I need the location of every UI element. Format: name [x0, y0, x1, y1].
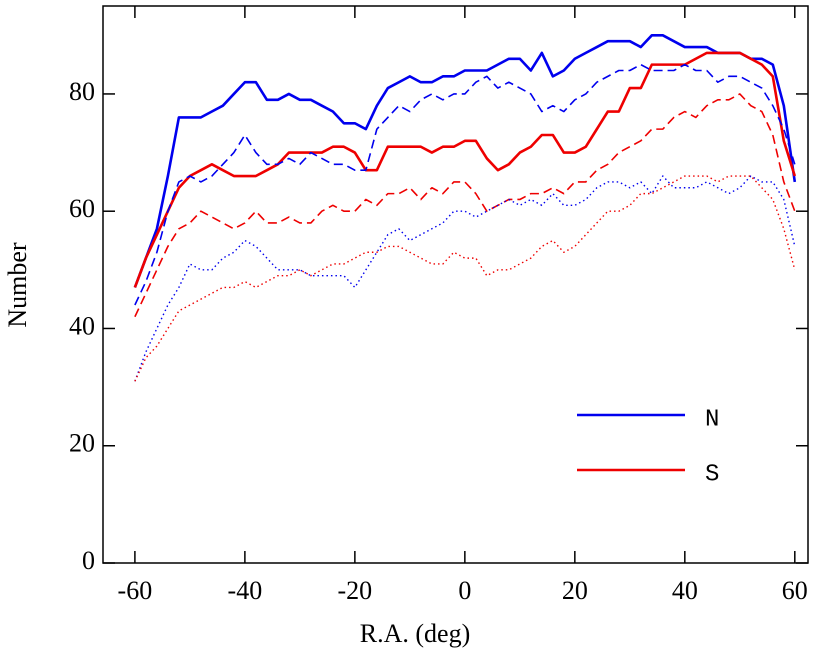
- y-tick-label: 0: [82, 546, 95, 575]
- series-line: [133, 34, 797, 288]
- y-axis-label: Number: [3, 242, 32, 328]
- plot-frame: [102, 5, 809, 564]
- y-tick-label: 20: [69, 429, 95, 458]
- x-tick-label: 20: [562, 576, 588, 605]
- x-tick-label: 60: [782, 576, 808, 605]
- x-tick-label: -40: [228, 576, 263, 605]
- x-tick-label: 0: [458, 576, 471, 605]
- y-tick-label: 40: [69, 311, 95, 340]
- series-line: [134, 63, 796, 306]
- legend-label: N: [705, 406, 719, 433]
- x-axis-label: R.A. (deg): [360, 619, 470, 648]
- y-tick-label: 80: [69, 77, 95, 106]
- series-line: [134, 175, 796, 382]
- series-line: [134, 175, 796, 382]
- series-line: [133, 51, 797, 288]
- x-tick-label: -60: [118, 576, 153, 605]
- x-tick-label: 40: [672, 576, 698, 605]
- legend-label: S: [705, 461, 719, 488]
- series-line: [134, 93, 796, 318]
- y-tick-label: 60: [69, 194, 95, 223]
- x-tick-label: -20: [338, 576, 373, 605]
